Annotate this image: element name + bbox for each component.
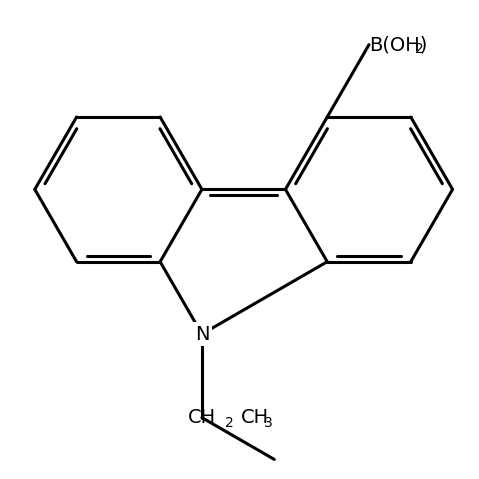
Text: CH: CH <box>241 408 269 427</box>
Text: 3: 3 <box>264 416 273 431</box>
Text: B(OH): B(OH) <box>369 35 427 54</box>
Text: CH: CH <box>188 408 216 427</box>
Text: N: N <box>194 325 209 343</box>
Text: 2: 2 <box>225 416 234 431</box>
Text: 2: 2 <box>415 42 424 56</box>
